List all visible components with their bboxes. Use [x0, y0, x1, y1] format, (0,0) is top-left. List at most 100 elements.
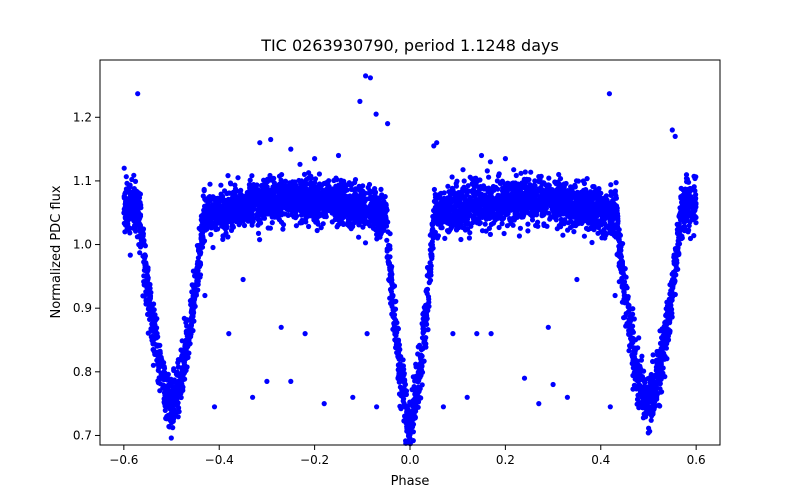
data-point — [372, 217, 378, 223]
data-point — [410, 374, 416, 380]
data-point — [608, 182, 614, 188]
data-point — [465, 226, 471, 232]
data-point — [410, 438, 416, 444]
data-point — [154, 316, 160, 322]
data-point — [238, 202, 244, 208]
data-point — [500, 185, 506, 191]
data-point — [503, 184, 510, 190]
data-point — [647, 428, 653, 434]
data-point — [487, 231, 493, 237]
data-point — [259, 184, 265, 190]
data-points — [121, 73, 699, 447]
data-point — [131, 172, 137, 178]
data-point — [124, 189, 130, 195]
data-point — [185, 354, 191, 361]
data-point — [383, 220, 389, 226]
data-point — [334, 187, 340, 193]
data-point — [464, 192, 470, 198]
data-point — [643, 414, 649, 420]
data-point — [378, 202, 384, 208]
data-point — [658, 389, 664, 395]
data-point — [195, 255, 201, 261]
data-point — [671, 252, 677, 258]
data-point — [123, 200, 129, 207]
data-point — [446, 189, 452, 195]
data-point — [620, 241, 626, 247]
data-point — [626, 331, 632, 337]
data-point — [227, 190, 234, 196]
data-point — [669, 310, 675, 316]
data-point — [171, 366, 177, 372]
data-point — [271, 201, 277, 207]
data-point — [122, 215, 128, 221]
data-point — [178, 347, 184, 353]
data-point — [235, 175, 241, 181]
data-point — [636, 335, 642, 341]
data-point — [157, 381, 163, 387]
data-point — [261, 215, 268, 221]
data-point — [465, 183, 471, 189]
data-point — [449, 185, 455, 191]
data-point — [391, 312, 398, 318]
data-point — [137, 250, 143, 256]
data-point — [308, 179, 314, 185]
data-point — [129, 176, 135, 183]
data-point — [657, 328, 663, 334]
data-point — [414, 394, 420, 401]
data-point — [693, 192, 699, 198]
data-point — [572, 182, 578, 188]
data-point — [484, 200, 490, 206]
data-point — [415, 351, 421, 357]
data-point — [653, 368, 660, 374]
data-point — [638, 357, 645, 363]
data-point — [443, 201, 449, 207]
data-point — [676, 221, 682, 227]
data-point — [573, 178, 580, 184]
data-point — [561, 208, 567, 214]
data-point — [449, 174, 455, 180]
data-point — [356, 201, 362, 207]
data-point — [369, 205, 375, 212]
data-point — [447, 199, 453, 205]
data-point — [190, 300, 196, 307]
data-point — [634, 396, 641, 402]
data-point — [571, 221, 578, 227]
data-point — [560, 204, 566, 210]
data-point — [161, 360, 167, 366]
data-point — [337, 206, 343, 212]
data-point — [376, 230, 382, 236]
data-point — [238, 192, 244, 198]
data-point — [661, 339, 667, 345]
data-point — [295, 185, 301, 191]
data-point — [665, 317, 671, 323]
data-point — [615, 216, 621, 222]
data-point — [415, 399, 422, 405]
data-point — [518, 190, 524, 196]
data-point — [664, 299, 670, 305]
data-point — [598, 229, 604, 235]
data-point — [514, 188, 520, 194]
data-point — [174, 401, 180, 407]
data-point — [179, 338, 185, 344]
data-point — [431, 186, 437, 193]
data-point — [366, 181, 373, 188]
data-point — [416, 377, 422, 384]
data-point — [580, 178, 586, 184]
data-point — [648, 390, 654, 397]
data-point — [644, 408, 650, 415]
data-point — [303, 215, 309, 222]
data-point — [249, 222, 255, 228]
data-point — [673, 246, 679, 252]
data-point — [179, 383, 185, 389]
data-point — [657, 381, 663, 387]
data-point — [150, 362, 156, 368]
data-point — [514, 192, 521, 198]
data-point — [630, 306, 636, 312]
data-point — [241, 222, 248, 229]
data-point — [511, 167, 517, 173]
data-point — [571, 194, 577, 200]
data-point — [279, 172, 285, 178]
data-point — [153, 331, 159, 337]
